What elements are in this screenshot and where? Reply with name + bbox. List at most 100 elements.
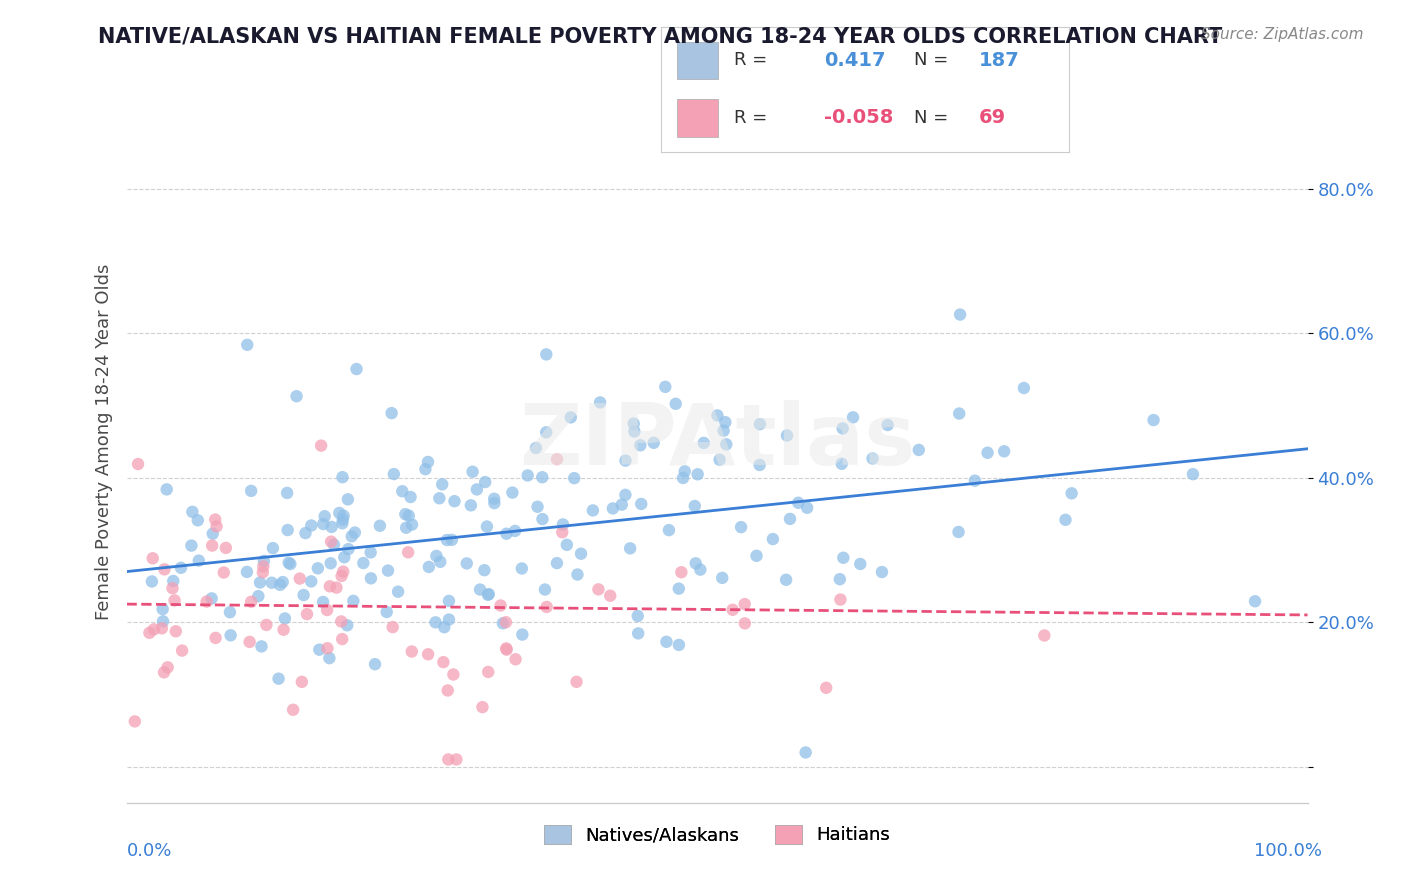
Point: [395, 521, 418, 535]
Point: [162, 581, 184, 595]
Point: [683, 499, 706, 513]
Point: [156, 483, 179, 497]
Point: [484, 496, 506, 510]
Point: [295, 607, 318, 621]
Point: [665, 397, 688, 411]
Point: [332, 512, 354, 526]
Point: [876, 417, 898, 432]
Text: 100.0%: 100.0%: [1254, 842, 1322, 860]
Point: [418, 560, 440, 574]
Point: [1142, 413, 1164, 427]
Point: [219, 605, 242, 619]
Text: 0.417: 0.417: [824, 51, 886, 70]
Point: [236, 565, 259, 579]
Point: [471, 700, 494, 714]
Point: [689, 563, 711, 577]
Point: [693, 436, 716, 450]
Point: [534, 425, 557, 440]
Text: Source: ZipAtlas.com: Source: ZipAtlas.com: [1201, 27, 1364, 42]
Point: [292, 588, 315, 602]
Point: [172, 643, 194, 657]
Point: [495, 641, 517, 656]
Point: [332, 565, 354, 579]
Point: [748, 417, 770, 431]
Point: [138, 625, 160, 640]
Point: [1054, 513, 1077, 527]
FancyBboxPatch shape: [678, 42, 718, 79]
Point: [776, 428, 799, 442]
Point: [163, 593, 186, 607]
Point: [247, 589, 270, 603]
Point: [316, 641, 339, 656]
Point: [377, 564, 399, 578]
Point: [267, 672, 290, 686]
Point: [316, 603, 339, 617]
Point: [325, 581, 347, 595]
Point: [673, 464, 696, 478]
Point: [672, 471, 695, 485]
Y-axis label: Female Poverty Among 18-24 Year Olds: Female Poverty Among 18-24 Year Olds: [94, 263, 112, 620]
Point: [269, 578, 291, 592]
Point: [714, 415, 737, 429]
Point: [153, 665, 176, 680]
Point: [501, 485, 523, 500]
Point: [294, 526, 316, 541]
Point: [551, 525, 574, 540]
Point: [446, 752, 468, 766]
Point: [796, 500, 818, 515]
Point: [589, 395, 612, 409]
Point: [330, 632, 353, 646]
Point: [285, 389, 308, 403]
Point: [312, 516, 335, 531]
Point: [775, 573, 797, 587]
Point: [443, 494, 465, 508]
Point: [546, 452, 568, 467]
Point: [280, 557, 302, 571]
Point: [124, 714, 146, 729]
Point: [309, 439, 332, 453]
Point: [274, 611, 297, 625]
Point: [831, 457, 853, 471]
Point: [277, 556, 299, 570]
Point: [141, 574, 163, 589]
Point: [152, 602, 174, 616]
Point: [832, 550, 855, 565]
Point: [948, 407, 970, 421]
Point: [201, 526, 224, 541]
Point: [536, 599, 558, 614]
Point: [495, 642, 517, 657]
Point: [291, 674, 314, 689]
Point: [252, 559, 274, 574]
Point: [288, 572, 311, 586]
Point: [734, 597, 756, 611]
Point: [319, 556, 342, 570]
Point: [236, 338, 259, 352]
Point: [276, 486, 298, 500]
Point: [333, 550, 356, 565]
Text: R =: R =: [734, 52, 768, 70]
Point: [713, 424, 735, 438]
Point: [205, 519, 228, 533]
Point: [239, 635, 262, 649]
Point: [567, 567, 589, 582]
Point: [340, 529, 363, 543]
Point: [162, 574, 184, 588]
Point: [668, 582, 690, 596]
Point: [505, 652, 527, 666]
Point: [643, 435, 665, 450]
Point: [436, 683, 458, 698]
Point: [319, 579, 342, 593]
Point: [240, 483, 263, 498]
Point: [156, 660, 179, 674]
Point: [477, 665, 499, 679]
Point: [830, 592, 852, 607]
Point: [627, 626, 650, 640]
Point: [849, 557, 872, 571]
Point: [432, 655, 454, 669]
Point: [342, 594, 364, 608]
Point: [524, 441, 547, 455]
Point: [623, 417, 645, 431]
Point: [963, 474, 986, 488]
Point: [478, 587, 501, 601]
FancyBboxPatch shape: [678, 99, 718, 136]
